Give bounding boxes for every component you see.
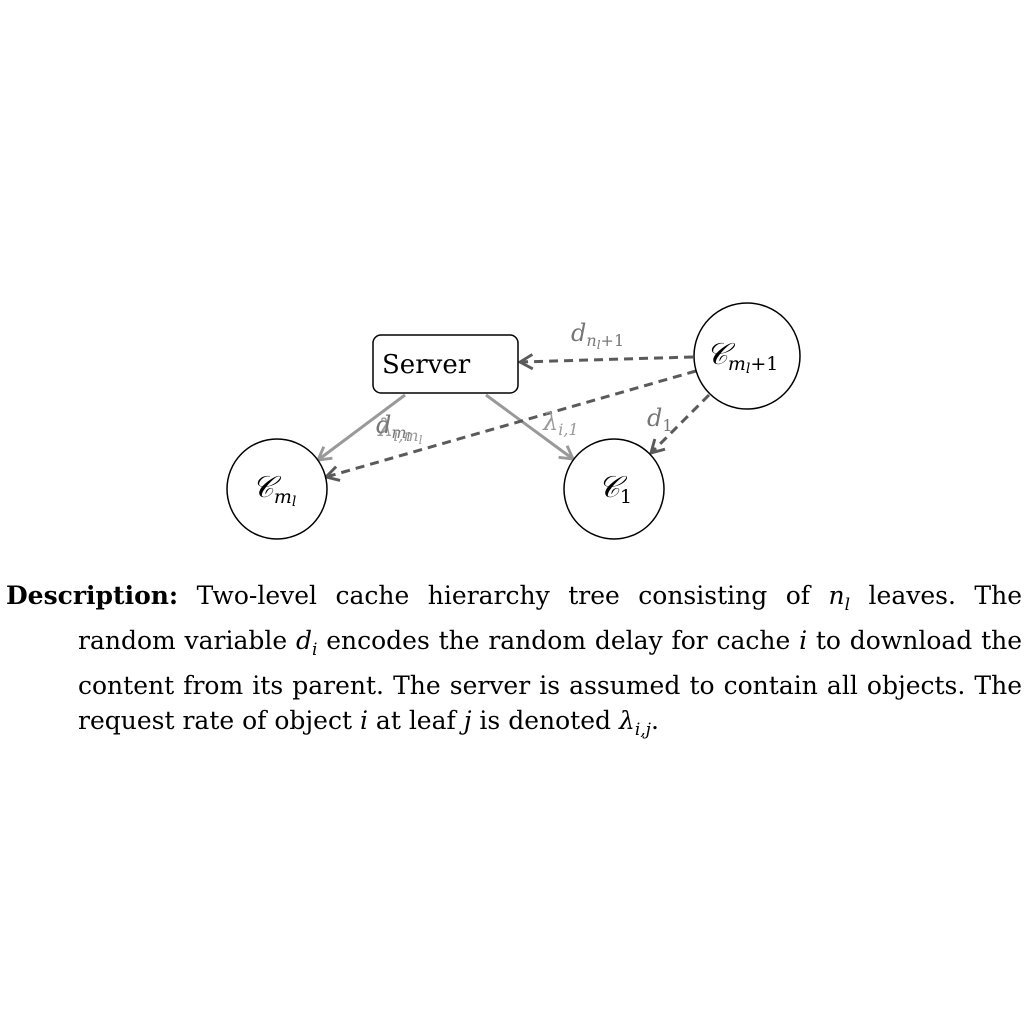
caption-text-5: at leaf <box>367 706 464 735</box>
edge-label-d-1: d1 <box>647 404 673 435</box>
caption-text-3: encodes the random delay for cache <box>317 626 800 655</box>
figure-caption: Description: Two-level cache hierarchy t… <box>6 578 1022 748</box>
caption-lambda: λi,j <box>618 706 651 740</box>
cache-node-c-ml <box>226 438 328 540</box>
edge-label-lambda-i-1: λi,1 <box>542 408 579 439</box>
edge-c-ml1-to-c-1 <box>648 393 711 456</box>
caption-text-2: leaves. The random variable <box>78 581 1022 655</box>
caption-text-1: Two-level cache hierarchy tree consistin… <box>178 581 829 610</box>
cache-label-c-ml: 𝒞ml <box>252 470 296 510</box>
cache-hierarchy-diagram: Server 𝒞ml+1 𝒞ml 𝒞1 dnl+1 d1 λi,ml dml λ… <box>226 302 801 540</box>
caption-di: di <box>295 626 318 660</box>
edge-c-ml1-to-server <box>517 353 694 371</box>
caption-nl: nl <box>828 581 851 615</box>
caption-text-4: to download the content from its parent.… <box>78 626 1023 735</box>
server-label: Server <box>382 350 471 380</box>
caption-i-var-2: i <box>359 706 368 735</box>
cache-node-c-1 <box>563 438 665 540</box>
edge-server-to-c-1 <box>485 393 576 461</box>
edge-label-d-ml: dml <box>376 411 411 444</box>
caption-text-7: . <box>650 706 659 735</box>
caption-j-var: j <box>463 706 472 735</box>
edge-label-lambda-i-ml: λi,ml <box>377 414 423 447</box>
edge-c-ml1-to-c-ml <box>323 369 697 482</box>
edge-server-to-c-ml <box>315 393 406 462</box>
caption-heading: Description: <box>6 581 179 610</box>
edge-label-d-nl-plus-1: dnl+1 <box>571 319 624 352</box>
caption-text-6: is denoted <box>471 706 619 735</box>
server-node <box>372 334 519 394</box>
caption-i-var: i <box>799 626 808 655</box>
cache-node-c-ml-plus-1 <box>693 302 801 410</box>
